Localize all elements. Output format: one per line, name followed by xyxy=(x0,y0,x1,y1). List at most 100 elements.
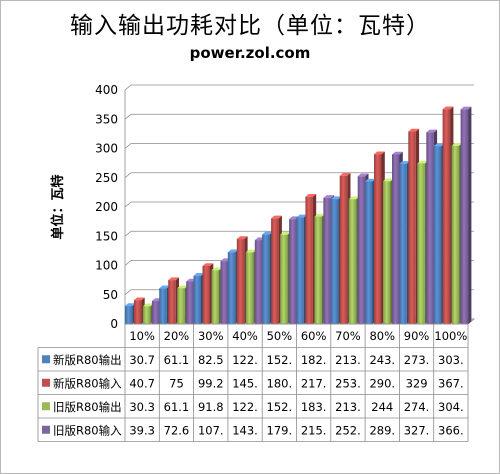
bar xyxy=(426,132,434,324)
data-label: 243. xyxy=(369,353,395,367)
data-label: 304. xyxy=(438,400,464,414)
bar xyxy=(442,109,451,324)
category-label: 20% xyxy=(164,329,190,343)
bar-top xyxy=(305,193,317,197)
data-label: 274. xyxy=(404,400,430,414)
bar xyxy=(254,240,263,324)
bar xyxy=(417,163,425,324)
bar xyxy=(159,288,167,324)
gridline xyxy=(124,172,474,179)
data-label: 122. xyxy=(232,353,258,367)
bar xyxy=(374,154,382,324)
category-label: 10% xyxy=(129,329,155,343)
data-label: 72.6 xyxy=(164,423,190,437)
bar-top xyxy=(314,213,326,217)
gridline xyxy=(124,143,474,149)
data-label: 99.2 xyxy=(198,376,224,390)
bar-top xyxy=(124,303,136,307)
bar xyxy=(392,154,400,324)
data-label: 252. xyxy=(335,423,361,437)
y-tick-label: 150 xyxy=(95,229,118,243)
data-label: 30.3 xyxy=(129,400,155,414)
legend-swatch xyxy=(42,402,50,411)
bar xyxy=(451,145,460,324)
y-axis-label: 单位：瓦特 xyxy=(50,174,66,239)
data-label: 107. xyxy=(198,423,224,437)
bar-top xyxy=(433,143,445,147)
bar-top xyxy=(177,285,188,289)
bar xyxy=(124,306,133,324)
bar-top xyxy=(399,161,411,164)
bar xyxy=(408,131,416,324)
data-label: 152. xyxy=(267,400,293,414)
data-label: 217. xyxy=(301,376,327,390)
bar xyxy=(227,252,236,324)
bar xyxy=(245,252,254,324)
data-label: 273. xyxy=(404,353,430,367)
legend-label: 新版R80输出 xyxy=(53,353,122,367)
bar-top xyxy=(168,277,179,281)
bar xyxy=(151,301,160,324)
bar-top xyxy=(280,231,291,235)
category-label: 40% xyxy=(232,329,258,343)
bar-top xyxy=(271,215,282,219)
bar xyxy=(383,181,391,324)
bar-top xyxy=(426,129,438,133)
legend-label: 新版R80输入 xyxy=(53,376,122,390)
bar-top xyxy=(133,297,145,301)
y-tick-label: 400 xyxy=(95,83,118,97)
bar-top xyxy=(159,285,170,289)
bar xyxy=(433,146,442,324)
bar xyxy=(271,218,279,324)
data-label: 290. xyxy=(369,376,395,390)
legend-swatch xyxy=(42,425,50,434)
bar xyxy=(365,181,373,324)
chart-subtitle: power.zol.com xyxy=(189,44,311,62)
bar xyxy=(296,217,304,324)
bar-top xyxy=(365,178,376,182)
data-label: 182. xyxy=(301,353,327,367)
data-label: 179. xyxy=(267,423,293,437)
data-label: 183. xyxy=(301,400,327,414)
data-label: 253. xyxy=(335,376,361,390)
data-label: 180. xyxy=(267,376,293,390)
bar xyxy=(142,306,151,324)
bar-top xyxy=(236,236,248,240)
bar xyxy=(323,197,331,324)
bar xyxy=(330,199,339,324)
bar xyxy=(186,281,194,324)
gridline xyxy=(124,84,474,91)
y-tick-label: 200 xyxy=(95,200,118,214)
legend-swatch xyxy=(42,378,50,387)
data-label: 213. xyxy=(335,353,361,367)
y-tick-label: 100 xyxy=(95,259,118,273)
bar-top xyxy=(348,196,360,200)
data-label: 367. xyxy=(438,376,464,390)
bar-top xyxy=(245,249,257,253)
bar-top xyxy=(451,143,463,146)
data-label: 143. xyxy=(232,423,258,437)
bar xyxy=(280,234,288,324)
bar xyxy=(339,175,348,324)
data-label: 303. xyxy=(438,353,464,367)
bar-top xyxy=(357,173,369,177)
category-label: 80% xyxy=(369,329,395,343)
bar-top xyxy=(339,173,351,176)
data-label: 30.7 xyxy=(129,353,155,367)
chart-title: 输入输出功耗对比（单位：瓦特） xyxy=(70,13,430,39)
data-label: 329 xyxy=(406,376,428,390)
bar-top xyxy=(202,263,214,266)
data-label: 82.5 xyxy=(198,353,224,367)
bar-top xyxy=(142,303,154,307)
data-label: 244 xyxy=(371,400,393,414)
data-label: 40.7 xyxy=(129,376,155,390)
data-label: 122. xyxy=(232,400,258,414)
bar xyxy=(262,234,270,324)
bar xyxy=(314,216,322,324)
bar-side xyxy=(468,106,472,324)
bar-top xyxy=(408,128,420,132)
category-label: 50% xyxy=(267,329,293,343)
data-label: 213. xyxy=(335,400,361,414)
bar xyxy=(460,109,469,324)
